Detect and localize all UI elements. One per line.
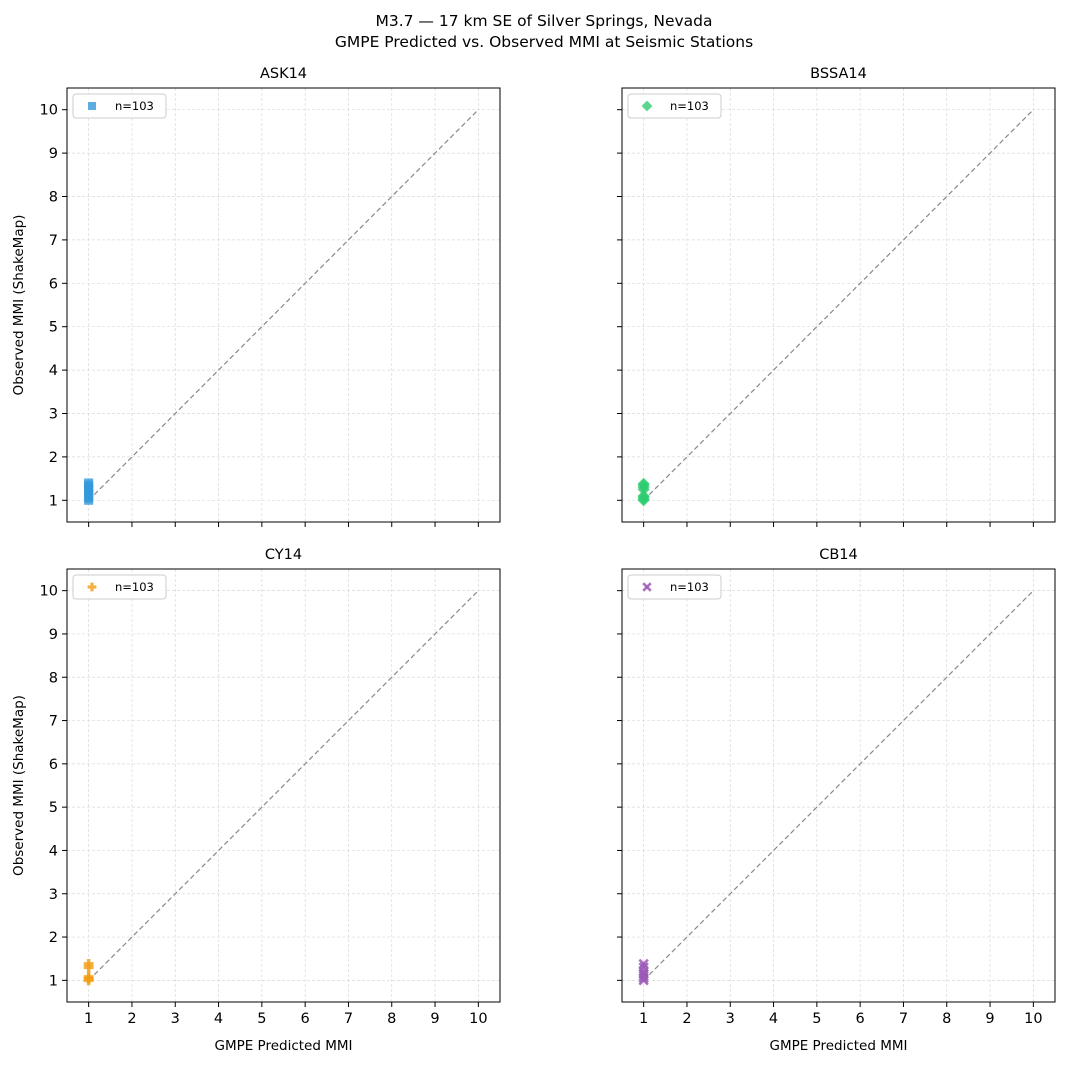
x-tick-label: 6 xyxy=(856,1011,865,1027)
y-tick-label: 6 xyxy=(49,757,58,773)
x-tick-label: 5 xyxy=(812,1011,821,1027)
plot-frame xyxy=(621,87,1056,523)
panel-title: ASK14 xyxy=(260,66,307,82)
x-tick-label: 6 xyxy=(301,1011,310,1027)
x-tick-label: 9 xyxy=(430,1011,439,1027)
legend-label: n=103 xyxy=(115,580,154,594)
x-tick-label: 2 xyxy=(682,1011,691,1027)
y-tick-label: 5 xyxy=(49,800,58,816)
plot-frame xyxy=(66,568,501,1003)
panel-title: CB14 xyxy=(819,547,858,563)
panel-ask14: 1 2 3 4 5 6 7 8 9 10 ASK14 Observed MMI (ShakeMap) n… xyxy=(11,66,501,527)
y-tick-label: 10 xyxy=(40,584,58,600)
grid xyxy=(67,88,500,522)
data-point xyxy=(637,489,650,503)
y-tick-label: 5 xyxy=(49,320,58,336)
x-tick-label: 3 xyxy=(726,1011,735,1027)
x-tick-label: 10 xyxy=(1024,1011,1042,1027)
legend: n=103 xyxy=(627,93,722,119)
panel-title: BSSA14 xyxy=(810,66,867,82)
x-tick-label: 4 xyxy=(214,1011,223,1027)
data-point xyxy=(83,958,94,969)
legend-box xyxy=(627,93,722,119)
reference-line xyxy=(643,109,1034,501)
reference-line xyxy=(88,109,479,501)
y-tick-label: 10 xyxy=(40,103,58,119)
y-tick-label: 9 xyxy=(49,146,58,162)
y-tick-label: 3 xyxy=(49,887,58,903)
reference-line xyxy=(88,590,479,981)
legend-marker xyxy=(88,102,96,110)
y-tick-label: 7 xyxy=(49,233,58,249)
panel-title: CY14 xyxy=(265,547,302,563)
x-tick-label: 9 xyxy=(985,1011,994,1027)
figure-title-line1: M3.7 — 17 km SE of Silver Springs, Nevad… xyxy=(375,12,712,30)
x-tick-label: 5 xyxy=(257,1011,266,1027)
y-tick-label: 4 xyxy=(49,363,58,379)
legend-box xyxy=(72,93,167,119)
panels: 1 2 3 4 5 6 7 8 9 10 ASK14 Observed MMI (ShakeMap) n… xyxy=(11,66,1056,1054)
legend-box xyxy=(72,574,167,600)
series-points xyxy=(638,958,649,986)
grid xyxy=(622,88,1055,522)
panel-cy14: 1 2 3 4 5 6 7 8 9 10 1 2 3 4 5 6 7 8 9 10 CY14 GMPE Predicted… xyxy=(11,547,501,1054)
y-axis-label: Observed MMI (ShakeMap) xyxy=(11,695,27,876)
legend: n=103 xyxy=(72,93,167,119)
legend-label: n=103 xyxy=(115,99,154,113)
y-tick-label: 8 xyxy=(49,190,58,206)
x-tick-label: 7 xyxy=(344,1011,353,1027)
data-point xyxy=(638,958,649,970)
legend-marker xyxy=(87,582,97,592)
legend-marker xyxy=(641,100,653,112)
series-points xyxy=(84,478,94,505)
y-tick-label: 1 xyxy=(49,973,58,989)
reference-line xyxy=(643,590,1034,981)
grid xyxy=(622,569,1055,1002)
legend-box xyxy=(627,574,722,600)
x-tick-label: 3 xyxy=(171,1011,180,1027)
legend: n=103 xyxy=(72,574,167,600)
panel-bssa14: BSSA14 n=103 xyxy=(617,66,1056,527)
y-tick-label: 6 xyxy=(49,276,58,292)
x-tick-label: 10 xyxy=(469,1011,487,1027)
x-axis-label: GMPE Predicted MMI xyxy=(769,1038,907,1054)
x-tick-label: 1 xyxy=(639,1011,648,1027)
y-axis-label: Observed MMI (ShakeMap) xyxy=(11,215,27,396)
y-tick-label: 9 xyxy=(49,627,58,643)
legend-marker xyxy=(642,582,652,592)
y-tick-label: 2 xyxy=(49,450,58,466)
legend-label: n=103 xyxy=(670,580,709,594)
y-tick-label: 3 xyxy=(49,407,58,423)
legend: n=103 xyxy=(627,574,722,600)
y-tick-label: 1 xyxy=(49,493,58,509)
x-tick-label: 7 xyxy=(899,1011,908,1027)
x-tick-label: 1 xyxy=(84,1011,93,1027)
y-tick-label: 7 xyxy=(49,714,58,730)
y-tick-label: 8 xyxy=(49,670,58,686)
x-tick-label: 8 xyxy=(942,1011,951,1027)
x-axis-label: GMPE Predicted MMI xyxy=(214,1038,352,1054)
data-point xyxy=(637,477,650,490)
panel-cb14: 1 2 3 4 5 6 7 8 9 10 CB14 GMPE Predicted MMI n=103 xyxy=(617,547,1056,1054)
y-tick-label: 2 xyxy=(49,930,58,946)
data-point xyxy=(83,971,94,982)
y-tick-label: 4 xyxy=(49,843,58,859)
data-point xyxy=(84,478,94,488)
x-tick-label: 4 xyxy=(769,1011,778,1027)
x-tick-label: 8 xyxy=(387,1011,396,1027)
plot-frame xyxy=(621,568,1056,1003)
legend-label: n=103 xyxy=(670,99,709,113)
figure-title-line2: GMPE Predicted vs. Observed MMI at Seism… xyxy=(335,33,753,51)
x-tick-label: 2 xyxy=(127,1011,136,1027)
plot-frame xyxy=(66,87,501,523)
series-points xyxy=(83,958,94,986)
data-point xyxy=(638,962,649,973)
series-points xyxy=(637,477,650,507)
